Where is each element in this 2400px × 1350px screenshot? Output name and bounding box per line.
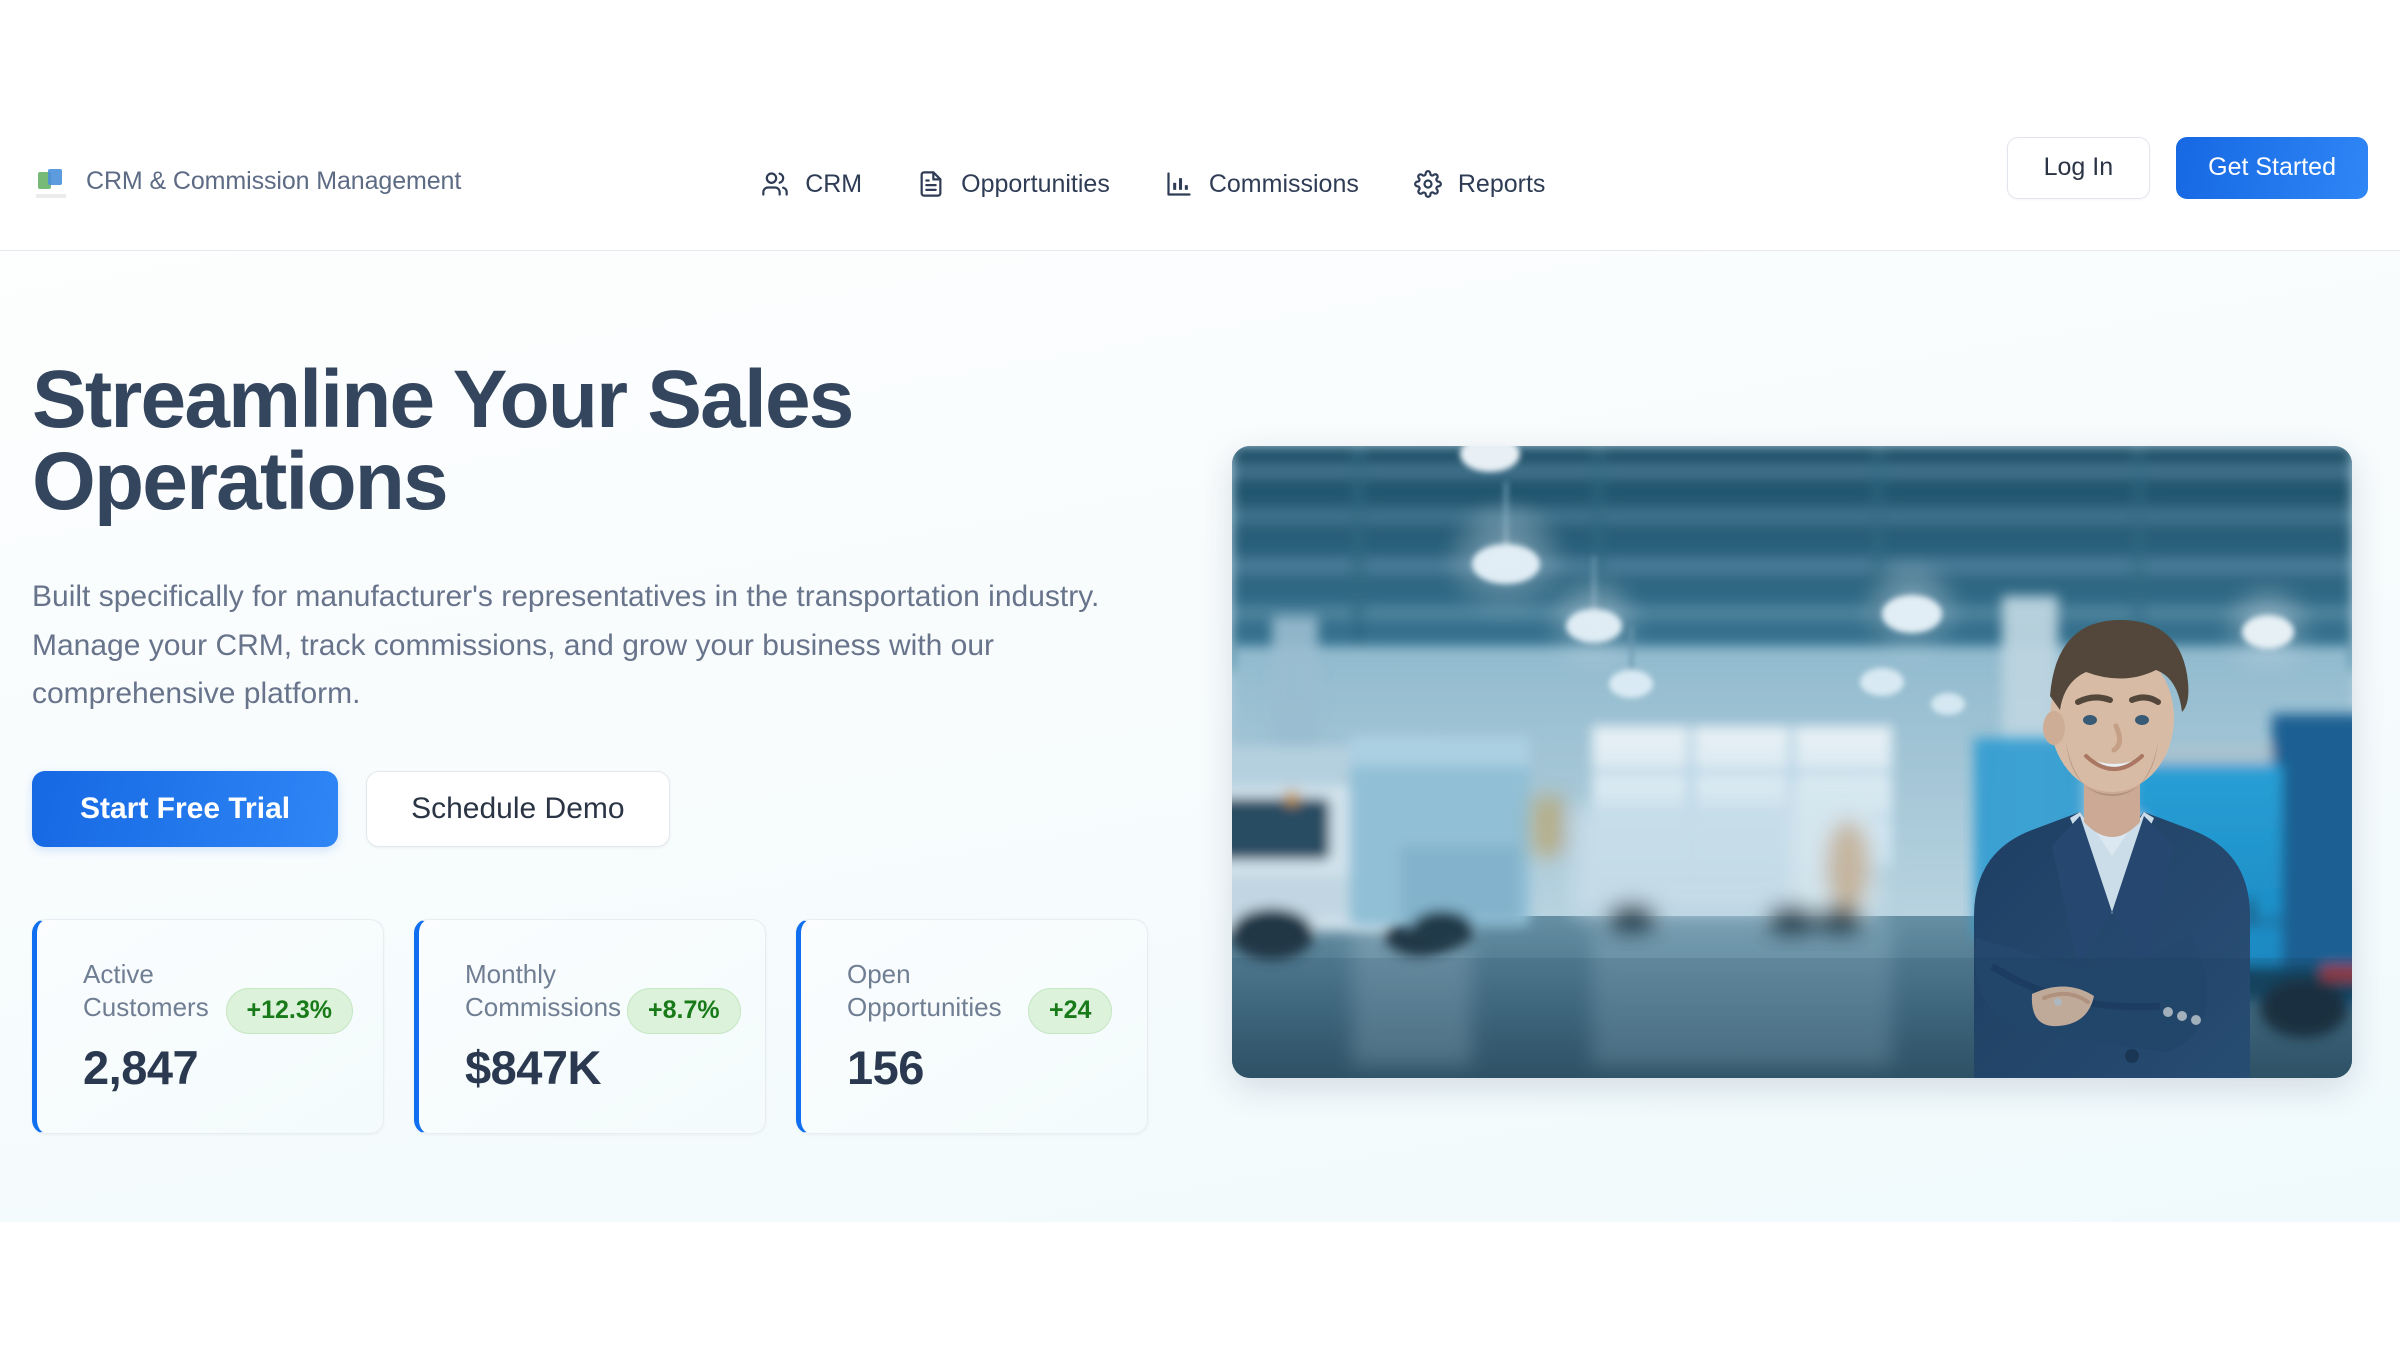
hero-cta-group: Start Free Trial Schedule Demo <box>32 770 1182 847</box>
stat-card-group: Active Customers +12.3% 2,847 Monthly Co… <box>32 918 1182 1134</box>
site-header: CRM & Commission Management CRM <box>0 0 2400 251</box>
stat-card-monthly-commissions: Monthly Commissions +8.7% $847K <box>414 918 766 1134</box>
hero-inner: Streamline Your Sales Operations Built s… <box>0 251 2400 1222</box>
stat-value: 156 <box>847 1040 924 1094</box>
stat-card-header: Monthly Commissions +8.7% <box>465 958 741 1034</box>
start-free-trial-button[interactable]: Start Free Trial <box>32 770 339 847</box>
nav-item-opportunities[interactable]: Opportunities <box>917 170 1110 199</box>
users-icon <box>761 170 789 198</box>
nav-item-opportunities-label: Opportunities <box>961 169 1110 198</box>
stat-card-open-opportunities: Open Opportunities +24 156 <box>796 918 1148 1134</box>
nav-item-crm-label: CRM <box>805 169 863 198</box>
brand[interactable]: CRM & Commission Management <box>34 165 461 199</box>
nav-item-commissions-label: Commissions <box>1208 169 1359 198</box>
hero-image <box>1232 446 2352 1078</box>
header-actions: Log In Get Started <box>2006 136 2368 199</box>
nav-item-reports[interactable]: Reports <box>1413 169 1546 199</box>
stat-card-header: Open Opportunities +24 <box>847 958 1117 1034</box>
stat-label: Monthly Commissions <box>465 958 622 1023</box>
hero-image-illustration <box>1232 446 2352 1078</box>
main-navigation: CRM Opportunities <box>761 170 1545 199</box>
bar-chart-icon <box>1165 170 1193 198</box>
status-badge: +24 <box>1028 987 1113 1034</box>
status-badge: +8.7% <box>627 987 741 1034</box>
stat-card-active-customers: Active Customers +12.3% 2,847 <box>32 918 384 1134</box>
stat-label: Active Customers <box>83 958 209 1023</box>
hero-section: Streamline Your Sales Operations Built s… <box>0 251 2400 1222</box>
nav-item-crm[interactable]: CRM <box>761 170 862 199</box>
nav-item-commissions[interactable]: Commissions <box>1165 170 1359 199</box>
document-icon <box>917 170 945 198</box>
hero-content: Streamline Your Sales Operations Built s… <box>32 359 1182 1134</box>
status-badge: +12.3% <box>225 987 353 1034</box>
schedule-demo-button[interactable]: Schedule Demo <box>366 770 670 847</box>
header-inner: CRM & Commission Management CRM <box>0 0 2400 251</box>
page-title: Streamline Your Sales Operations <box>32 354 854 527</box>
get-started-button[interactable]: Get Started <box>2176 136 2368 199</box>
stat-value: $847K <box>465 1040 602 1094</box>
stat-label: Open Opportunities <box>847 958 1002 1023</box>
chart-logo-icon <box>34 165 68 199</box>
gear-icon <box>1413 170 1442 198</box>
hero-description: Built specifically for manufacturer's re… <box>32 580 1100 711</box>
nav-item-reports-label: Reports <box>1457 169 1546 198</box>
login-button[interactable]: Log In <box>2006 136 2151 199</box>
stat-card-header: Active Customers +12.3% <box>83 958 353 1034</box>
brand-title: CRM & Commission Management <box>86 167 462 195</box>
stat-value: 2,847 <box>83 1040 199 1094</box>
